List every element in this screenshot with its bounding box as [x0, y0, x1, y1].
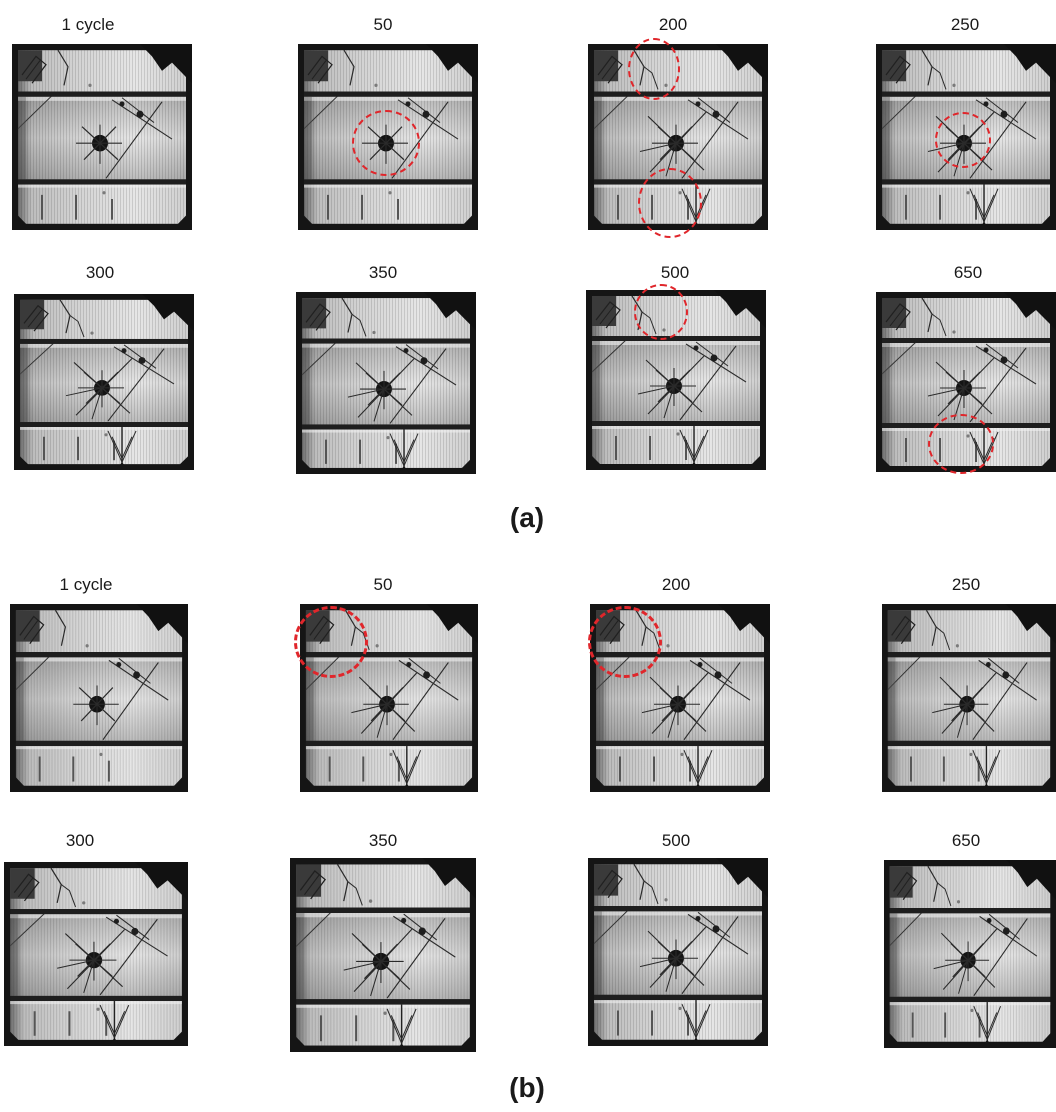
el-image-a-500: [586, 290, 766, 470]
el-image-a-300: [14, 294, 194, 470]
caption-a-50: 50: [373, 15, 393, 34]
el-image-a-50: [298, 44, 478, 230]
el-image-b-500: [588, 858, 768, 1046]
panel-label-b: (b): [509, 1072, 545, 1103]
caption-b-250: 250: [951, 575, 981, 594]
caption-a-1: 1 cycle: [61, 15, 115, 34]
caption-a-350: 350: [368, 263, 398, 282]
el-image-a-650: [876, 292, 1056, 472]
el-image-a-250: [876, 44, 1056, 230]
el-image-a-1cycle: [12, 44, 192, 230]
caption-a-650: 650: [953, 263, 983, 282]
el-image-b-200: [590, 604, 770, 792]
el-image-b-300: [4, 862, 188, 1046]
el-image-b-50: [300, 604, 478, 792]
el-image-a-200: [588, 44, 768, 230]
caption-b-300: 300: [65, 831, 95, 850]
caption-b-500: 500: [661, 831, 691, 850]
el-image-b-1cycle: [10, 604, 188, 792]
el-image-b-350: [290, 858, 476, 1052]
caption-a-300: 300: [85, 263, 115, 282]
caption-b-650: 650: [951, 831, 981, 850]
caption-b-200: 200: [661, 575, 691, 594]
caption-b-50: 50: [373, 575, 393, 594]
caption-a-500: 500: [660, 263, 690, 282]
caption-b-350: 350: [368, 831, 398, 850]
caption-b-1: 1 cycle: [59, 575, 113, 594]
el-image-b-250: [882, 604, 1056, 792]
panel-label-a: (a): [509, 502, 545, 533]
caption-a-250: 250: [950, 15, 980, 34]
el-image-a-350: [296, 292, 476, 474]
caption-a-200: 200: [658, 15, 688, 34]
el-image-b-650: [884, 860, 1056, 1048]
